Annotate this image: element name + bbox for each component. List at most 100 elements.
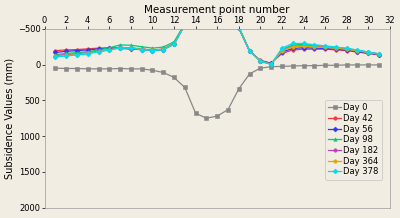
Day 182: [107, 48, 112, 51]
Day 42: [85, 48, 90, 50]
Day 0: [182, 86, 187, 89]
Day 98: [96, 49, 101, 51]
Day 0: [301, 64, 306, 67]
Day 98: [301, 43, 306, 46]
Day 182: [280, 49, 284, 52]
Day 98: [312, 44, 317, 47]
Day 56: [118, 47, 122, 50]
Day 56: [74, 49, 79, 52]
Day 182: [85, 52, 90, 54]
Day 56: [182, 24, 187, 26]
Day 364: [258, 60, 263, 62]
Day 182: [161, 48, 166, 51]
Day 0: [366, 64, 371, 66]
Day 98: [258, 60, 263, 62]
Day 56: [96, 48, 101, 50]
Line: Day 42: Day 42: [54, 0, 381, 65]
Day 42: [323, 48, 328, 51]
Day 42: [280, 52, 284, 55]
Day 98: [182, 22, 187, 25]
Day 182: [247, 49, 252, 52]
Day 98: [323, 45, 328, 48]
Day 182: [334, 47, 338, 49]
Day 378: [366, 51, 371, 53]
Day 0: [323, 64, 328, 66]
Day 364: [74, 53, 79, 56]
Day 182: [64, 53, 68, 56]
Day 364: [172, 43, 176, 45]
Day 378: [258, 60, 263, 62]
Day 42: [161, 48, 166, 51]
Day 56: [312, 47, 317, 49]
Day 378: [344, 47, 349, 49]
Day 98: [377, 53, 382, 55]
Day 0: [280, 65, 284, 68]
Day 98: [247, 49, 252, 52]
Day 0: [74, 67, 79, 70]
Day 42: [150, 49, 155, 51]
Day 56: [64, 50, 68, 53]
Day 56: [290, 47, 295, 50]
Day 0: [96, 68, 101, 70]
Line: Day 98: Day 98: [54, 0, 381, 66]
Day 0: [355, 64, 360, 66]
Day 98: [139, 45, 144, 48]
Day 42: [301, 48, 306, 51]
Line: Day 56: Day 56: [54, 0, 381, 65]
Day 378: [247, 50, 252, 53]
Day 98: [64, 52, 68, 55]
Day 42: [182, 23, 187, 26]
Day 98: [128, 44, 133, 47]
Day 98: [74, 51, 79, 54]
Day 0: [215, 115, 220, 117]
Day 56: [280, 51, 284, 53]
Day 378: [182, 23, 187, 26]
Day 42: [74, 48, 79, 51]
Day 42: [290, 49, 295, 51]
Day 182: [74, 53, 79, 55]
Day 0: [247, 73, 252, 75]
Day 42: [355, 51, 360, 53]
Day 98: [280, 48, 284, 51]
Line: Day 364: Day 364: [54, 0, 381, 66]
Day 56: [150, 49, 155, 52]
Day 364: [301, 45, 306, 48]
Line: Day 0: Day 0: [54, 63, 381, 120]
Day 364: [377, 53, 382, 56]
Day 378: [377, 53, 382, 55]
Day 364: [312, 45, 317, 48]
Day 364: [150, 49, 155, 52]
Day 182: [377, 53, 382, 55]
Day 56: [334, 48, 338, 51]
Day 56: [139, 48, 144, 51]
Day 42: [377, 54, 382, 56]
Day 0: [344, 64, 349, 66]
Day 0: [53, 67, 58, 70]
Day 98: [269, 63, 274, 66]
Day 42: [269, 62, 274, 65]
Day 378: [53, 56, 58, 58]
Day 182: [312, 45, 317, 48]
Day 364: [247, 50, 252, 52]
Day 98: [107, 46, 112, 49]
Day 0: [312, 64, 317, 67]
Day 56: [301, 46, 306, 49]
Line: Day 378: Day 378: [54, 0, 381, 66]
Day 364: [64, 54, 68, 57]
Day 56: [172, 43, 176, 46]
Day 378: [301, 42, 306, 45]
Day 56: [377, 53, 382, 56]
Day 0: [334, 64, 338, 66]
Day 378: [150, 49, 155, 52]
Day 98: [53, 53, 58, 56]
Day 0: [139, 68, 144, 70]
Day 98: [355, 49, 360, 52]
Day 0: [377, 64, 382, 66]
Day 56: [344, 49, 349, 51]
Day 98: [334, 46, 338, 49]
Day 378: [85, 53, 90, 55]
Day 98: [85, 50, 90, 53]
Day 56: [107, 47, 112, 49]
Day 42: [344, 49, 349, 52]
Day 0: [290, 65, 295, 67]
